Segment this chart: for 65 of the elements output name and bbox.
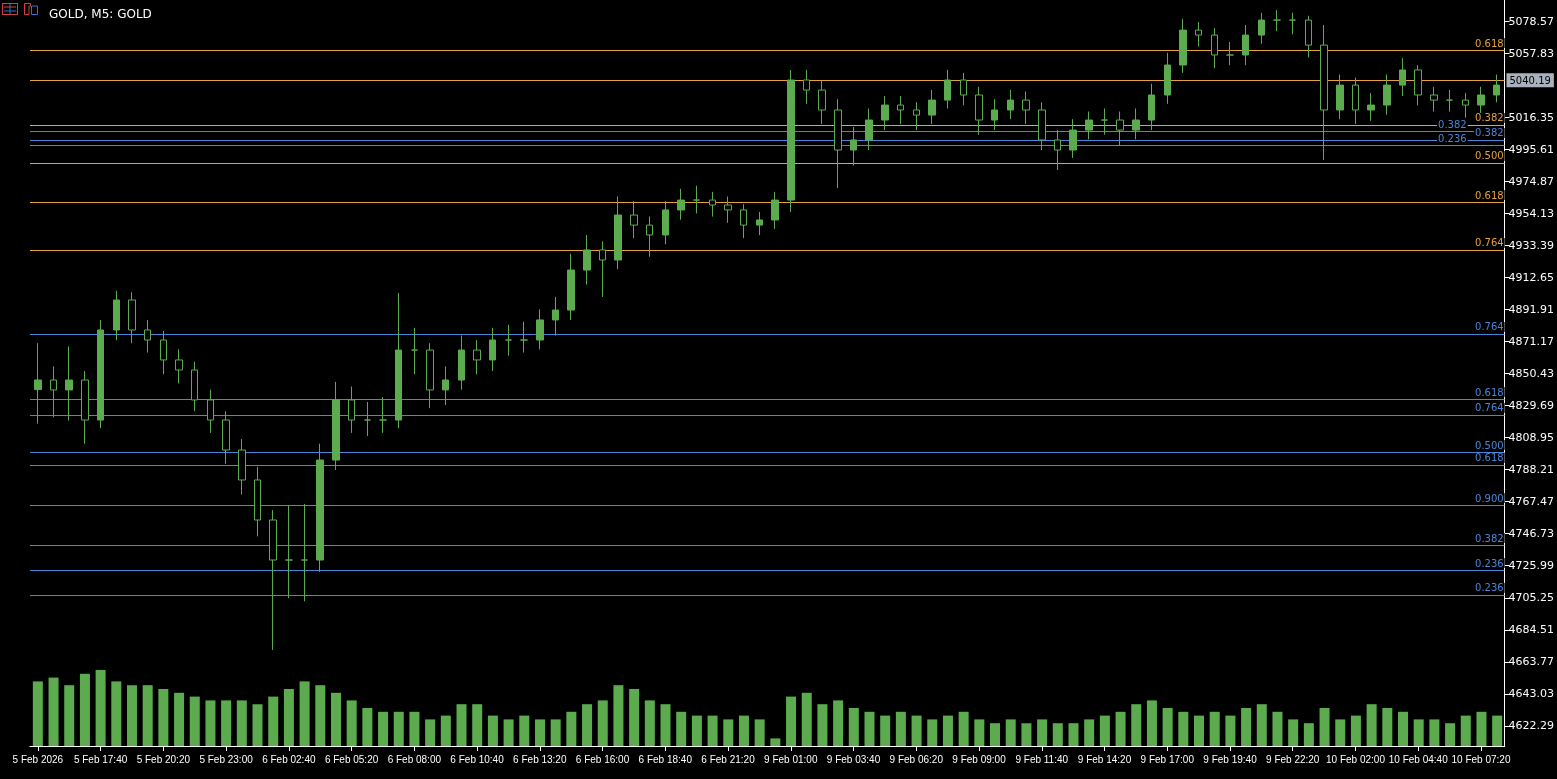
- x-tick-label: 5 Feb 17:40: [73, 753, 128, 765]
- y-tick-label: 4850.43: [1508, 366, 1555, 380]
- x-tick-label: 6 Feb 18:40: [638, 753, 693, 765]
- x-tick-label: 9 Feb 11:40: [1015, 753, 1069, 765]
- x-tick-label: 6 Feb 13:20: [513, 753, 567, 765]
- y-tick-label: 4891.91: [1508, 302, 1555, 316]
- x-tick-label: 9 Feb 03:40: [826, 753, 881, 765]
- x-tick-label: 9 Feb 01:00: [764, 753, 818, 765]
- x-tick-label: 6 Feb 16:00: [575, 753, 630, 765]
- y-tick-label: 4788.21: [1508, 463, 1555, 477]
- annotation: 0.764: [1475, 321, 1504, 333]
- annotation: 0.236: [1438, 132, 1467, 144]
- x-tick-label: 10 Feb 07:20: [1451, 753, 1511, 765]
- annotation: 0.236: [1475, 557, 1504, 569]
- annotation: 0.618: [1475, 386, 1504, 398]
- y-tick-label: 4746.73: [1508, 527, 1555, 541]
- annotation: 0.764: [1475, 237, 1504, 249]
- ref-line-label: 5040.19: [1509, 74, 1551, 86]
- y-tick-label: 5057.83: [1508, 46, 1555, 60]
- y-tick-label: 4933.39: [1508, 238, 1555, 252]
- x-tick-label: 6 Feb 10:40: [450, 753, 505, 765]
- y-tick-label: 4808.95: [1508, 431, 1555, 445]
- x-tick-label: 9 Feb 19:40: [1203, 753, 1258, 765]
- text: GOLD, M5: GOLD: [49, 7, 152, 21]
- annotation: 0.618: [1475, 189, 1504, 201]
- y-tick-label: 4871.17: [1508, 334, 1555, 348]
- annotation: 0.618: [1475, 452, 1504, 464]
- y-tick-label: 4912.65: [1508, 270, 1555, 284]
- y-tick-label: 4725.99: [1508, 559, 1555, 573]
- x-tick-label: 10 Feb 04:40: [1388, 753, 1449, 765]
- annotation: 0.764: [1475, 402, 1504, 414]
- annotation: 0.382: [1475, 127, 1504, 139]
- x-tick-label: 6 Feb 02:40: [262, 753, 316, 765]
- y-tick-label: 4954.13: [1508, 206, 1555, 220]
- x-tick-label: 9 Feb 09:00: [952, 753, 1007, 765]
- annotation: 0.500: [1475, 150, 1504, 162]
- y-tick-label: 5078.57: [1508, 14, 1555, 28]
- y-tick-label: 5016.35: [1508, 110, 1555, 124]
- x-tick-label: 5 Feb 2026: [12, 753, 64, 765]
- annotation: 0.500: [1475, 439, 1504, 451]
- annotation: 0.382: [1475, 532, 1504, 544]
- y-tick-label: 4622.29: [1508, 719, 1555, 733]
- y-tick-label: 4705.25: [1508, 591, 1555, 605]
- x-tick-label: 9 Feb 14:20: [1077, 753, 1132, 765]
- annotation: 0.236: [1475, 582, 1504, 594]
- y-tick-label: 4663.77: [1508, 655, 1555, 669]
- annotation: 0.382: [1475, 112, 1504, 124]
- x-tick-label: 5 Feb 23:00: [199, 753, 254, 765]
- y-tick-label: 4767.47: [1508, 495, 1555, 509]
- x-tick-label: 6 Feb 08:00: [387, 753, 442, 765]
- annotation: 0.382: [1438, 118, 1467, 130]
- y-tick-label: 4684.51: [1508, 623, 1555, 637]
- annotation: 0.900: [1475, 492, 1504, 504]
- x-tick-label: 10 Feb 02:00: [1326, 753, 1386, 765]
- y-tick-label: 4974.87: [1508, 174, 1555, 188]
- y-tick-label: 4995.61: [1508, 142, 1555, 156]
- x-tick-label: 6 Feb 05:20: [324, 753, 379, 765]
- x-tick-label: 9 Feb 22:20: [1266, 753, 1320, 765]
- x-tick-label: 6 Feb 21:20: [701, 753, 756, 765]
- y-tick-label: 4829.69: [1508, 399, 1555, 413]
- y-tick-label: 4643.03: [1508, 687, 1555, 701]
- x-tick-label: 5 Feb 20:20: [136, 753, 191, 765]
- x-tick-label: 9 Feb 17:00: [1140, 753, 1195, 765]
- annotation: 0.618: [1475, 37, 1504, 49]
- x-tick-label: 9 Feb 06:20: [889, 753, 944, 765]
